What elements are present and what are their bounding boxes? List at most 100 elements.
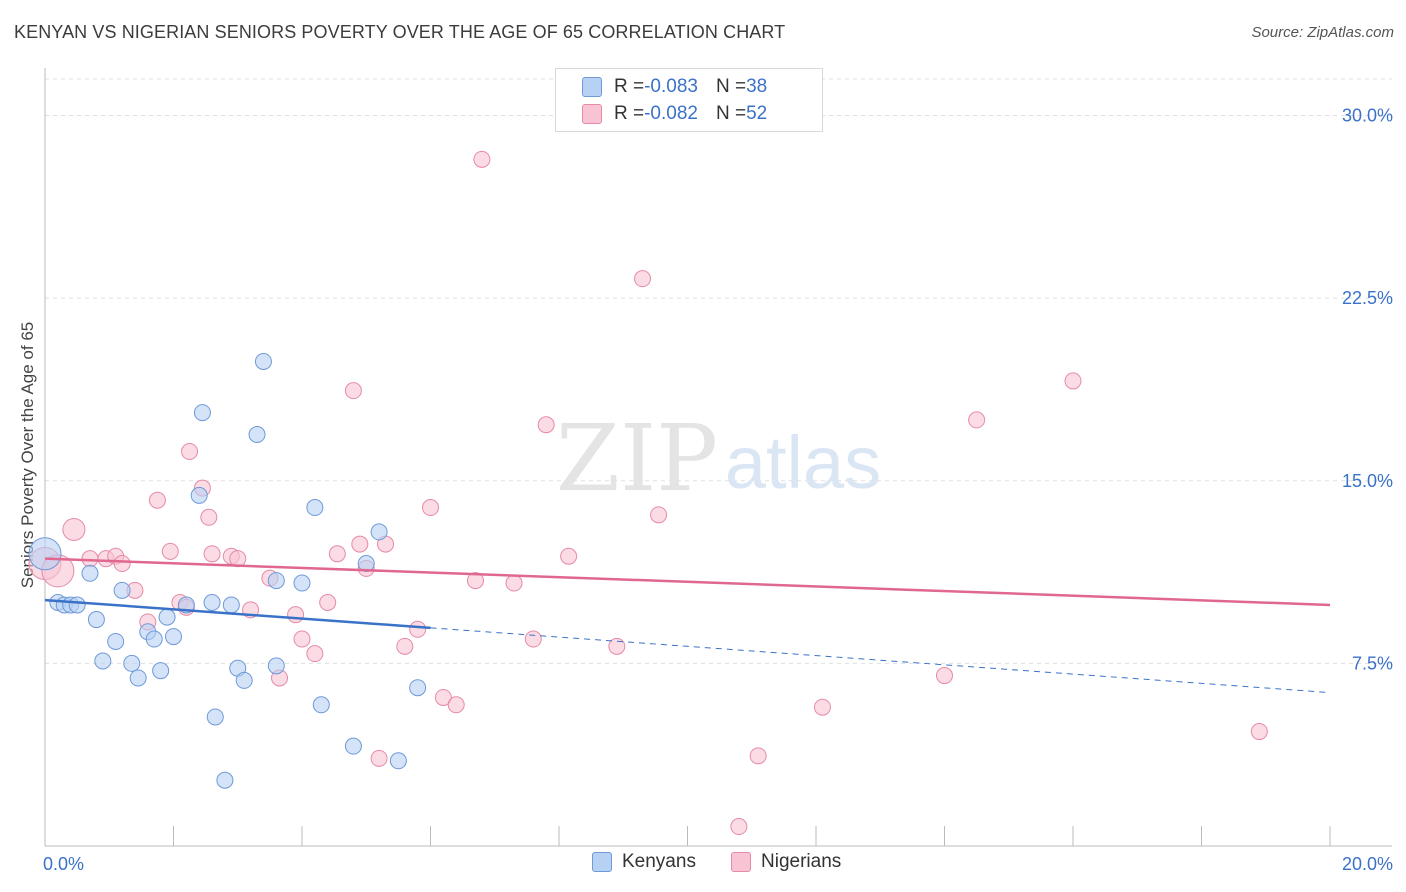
nigerians-legend-label: Nigerians	[761, 851, 842, 872]
kenyan-point	[235, 671, 253, 689]
nigerian-point	[749, 747, 767, 765]
kenyans-n-label: N =	[715, 76, 747, 97]
nigerian-point	[813, 698, 831, 716]
kenyan-point	[129, 669, 147, 687]
nigerian-point	[287, 606, 305, 624]
kenyan-point	[158, 608, 176, 626]
kenyans-r-label: R =	[614, 76, 645, 97]
kenyan-point	[312, 696, 330, 714]
kenyan-point	[203, 594, 221, 612]
nigerian-point	[113, 555, 131, 573]
kenyans-points	[28, 352, 427, 789]
legend-item-kenyans[interactable]: Kenyans	[592, 851, 696, 873]
nigerian-point	[473, 150, 491, 168]
kenyan-point	[409, 679, 427, 697]
nigerian-point	[344, 382, 362, 400]
kenyan-point	[267, 657, 285, 675]
nigerian-point	[181, 443, 199, 461]
nigerian-point	[608, 637, 626, 655]
y-tick-label: 30.0%	[1342, 106, 1393, 126]
nigerian-point	[936, 667, 953, 685]
kenyan-point	[107, 632, 125, 650]
kenyans-legend-swatch	[592, 852, 612, 872]
nigerian-point	[293, 630, 311, 648]
nigerians-swatch	[582, 104, 602, 124]
y-tick-label: 22.5%	[1342, 288, 1393, 308]
nigerian-point	[634, 270, 652, 288]
source-note: Source: ZipAtlas.com	[1251, 24, 1394, 41]
nigerian-point	[409, 620, 427, 638]
kenyan-point	[306, 499, 324, 517]
nigerians-trend-line	[44, 557, 1331, 607]
correlation-legend: R = -0.083 N = 38 R = -0.082 N = 52	[555, 68, 823, 132]
nigerian-point	[650, 506, 668, 524]
kenyan-point	[68, 596, 86, 614]
kenyans-r-value: -0.083	[644, 76, 698, 97]
watermark-atlas: atlas	[725, 421, 881, 504]
nigerian-point	[434, 688, 452, 706]
nigerian-point	[81, 550, 99, 568]
nigerian-point	[968, 411, 986, 429]
kenyan-point	[165, 628, 182, 646]
nigerian-point	[537, 416, 555, 434]
trend-lines	[44, 557, 1331, 694]
kenyan-point	[248, 425, 266, 443]
legend-item-nigerians[interactable]: Nigerians	[731, 851, 841, 873]
nigerian-point	[466, 572, 484, 590]
watermark-zip: ZIP	[556, 405, 718, 512]
gridlines	[45, 78, 1392, 664]
nigerians-legend-swatch	[731, 852, 751, 872]
y-tick-label: 15.0%	[1342, 471, 1393, 491]
kenyan-point	[113, 581, 131, 599]
kenyans-swatch	[582, 77, 602, 97]
nigerian-point	[148, 491, 166, 509]
tick-labels: 7.5% 15.0% 22.5% 30.0% 0.0% 20.0%	[43, 106, 1393, 874]
nigerian-point	[328, 545, 346, 563]
kenyan-point	[28, 537, 62, 571]
series-legend: Kenyans Nigerians	[0, 851, 1406, 877]
kenyans-n-value: 38	[746, 76, 768, 97]
nigerian-point	[161, 542, 179, 560]
kenyan-point	[370, 523, 388, 541]
kenyan-point	[152, 662, 170, 680]
kenyan-point	[87, 611, 105, 629]
nigerian-point	[370, 749, 388, 767]
nigerians-r-value: -0.082	[644, 103, 698, 124]
kenyan-point	[267, 572, 285, 590]
nigerians-n-label: N =	[715, 103, 747, 124]
legend-row-kenyans: R = -0.083 N = 38	[582, 75, 767, 99]
kenyan-point	[190, 486, 208, 504]
nigerian-point	[351, 535, 369, 553]
x-tick-label: 0.0%	[43, 854, 84, 874]
nigerian-point	[1250, 723, 1268, 741]
nigerian-point	[422, 499, 439, 517]
kenyan-point	[216, 771, 234, 789]
nigerian-point	[306, 645, 324, 663]
kenyans-trend-line	[44, 598, 431, 630]
nigerians-r-label: R =	[614, 103, 645, 124]
kenyan-point	[145, 630, 163, 648]
kenyan-point	[357, 555, 375, 573]
kenyan-point	[123, 654, 141, 672]
axes	[44, 68, 1392, 847]
nigerian-point	[560, 547, 578, 565]
nigerian-point	[1064, 372, 1082, 390]
nigerian-point	[730, 818, 748, 836]
x-tick-label: 20.0%	[1342, 854, 1393, 874]
kenyan-point	[193, 404, 211, 422]
nigerian-point	[203, 545, 221, 563]
legend-row-nigerians: R = -0.082 N = 52	[582, 102, 767, 126]
kenyan-point	[293, 574, 311, 592]
kenyan-point	[389, 752, 407, 770]
nigerian-point	[200, 508, 218, 526]
kenyans-legend-label: Kenyans	[622, 851, 696, 872]
kenyan-point	[206, 708, 224, 726]
y-tick-label: 7.5%	[1352, 653, 1393, 673]
nigerian-point	[396, 637, 414, 655]
chart-title: KENYAN VS NIGERIAN SENIORS POVERTY OVER …	[14, 22, 786, 42]
watermark: ZIP atlas	[556, 405, 881, 512]
kenyans-trend-extension	[430, 627, 1331, 694]
nigerian-point	[505, 574, 523, 592]
nigerian-point	[319, 594, 337, 612]
